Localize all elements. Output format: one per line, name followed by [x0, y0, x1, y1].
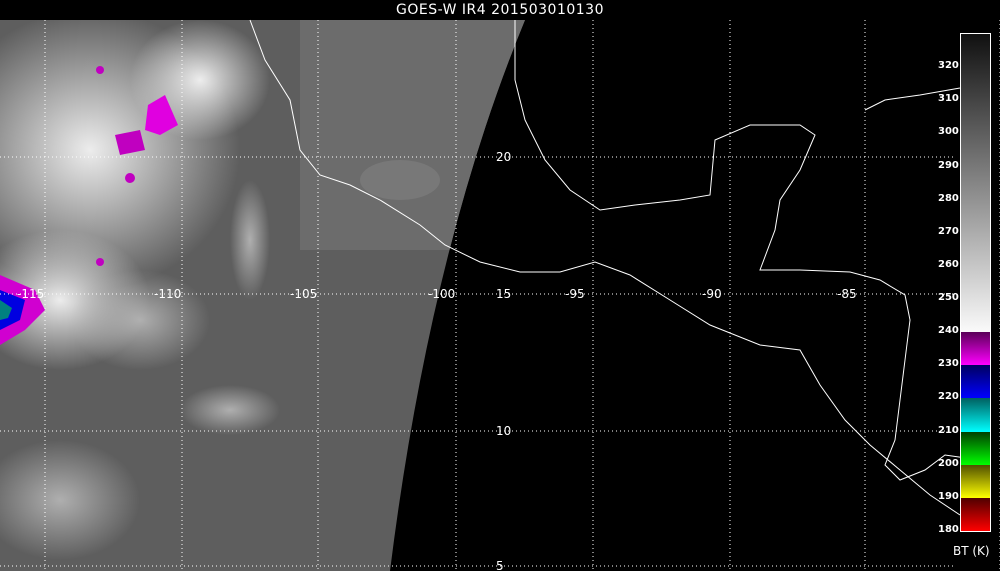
colorbar-tick-label: 270	[938, 225, 959, 237]
colorbar-color-segment	[961, 398, 990, 432]
latitude-label: 20	[496, 150, 512, 164]
longitude-label: -100	[428, 287, 456, 301]
colorbar-tick-label: 290	[938, 159, 959, 171]
colorbar-color-segment	[961, 431, 990, 465]
colorbar-color-segment	[961, 464, 990, 498]
colorbar-tick-label: 240	[938, 325, 959, 337]
colorbar-tick-label: 230	[938, 358, 959, 370]
cold-cloud-tops	[0, 66, 178, 345]
colorbar-tick-label: 210	[938, 424, 959, 436]
colorbar-tick-label: 180	[938, 524, 959, 535]
latitude-label: 10	[496, 424, 512, 438]
latitude-label: 15	[496, 287, 512, 301]
colorbar-color-segment	[961, 332, 990, 366]
imaged-region	[0, 20, 525, 571]
brightness-temperature-colorbar	[960, 33, 991, 532]
colorbar-tick-label: 300	[938, 126, 959, 138]
colorbar-tick-label: 200	[938, 457, 959, 469]
longitude-label: -95	[565, 287, 585, 301]
colorbar-tick-label: 320	[938, 60, 959, 72]
colorbar-tick-label: 260	[938, 258, 959, 270]
colorbar-tick-label: 310	[938, 93, 959, 105]
longitude-label: -115	[17, 287, 45, 301]
colorbar-tick-label: 280	[938, 192, 959, 204]
latitude-label: 5	[496, 559, 504, 571]
colorbar-color-segment	[961, 497, 990, 531]
longitude-label: -85	[837, 287, 857, 301]
longitude-label: -105	[290, 287, 318, 301]
colorbar-tick-label: 220	[938, 391, 959, 403]
longitude-label: -110	[154, 287, 182, 301]
image-title: GOES-W IR4 201503010130	[396, 2, 604, 18]
longitude-label: -90	[702, 287, 722, 301]
colorbar-unit-label: BT (K)	[953, 544, 990, 558]
colorbar-color-segment	[961, 365, 990, 399]
colorbar-gray-segment	[961, 34, 990, 333]
colorbar-tick-label: 190	[938, 490, 959, 502]
colorbar-tick-label: 250	[938, 292, 959, 304]
